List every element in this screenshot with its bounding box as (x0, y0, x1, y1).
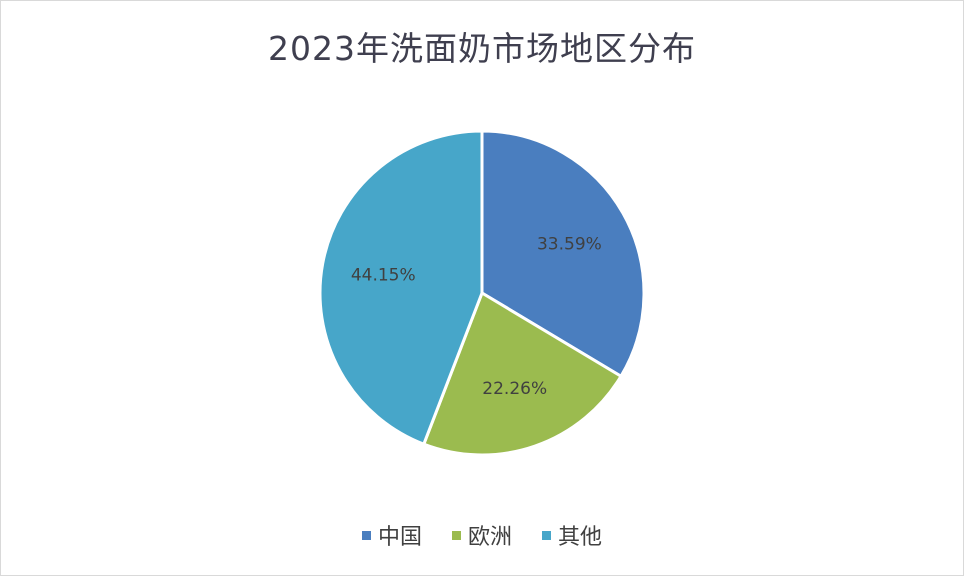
legend-item-europe: 欧洲 (451, 519, 512, 551)
data-label-other: 44.15% (351, 266, 416, 286)
legend-label-other: 其他 (558, 525, 603, 550)
data-label-china: 33.59% (537, 234, 602, 254)
legend: 中国 欧洲 其他 (0, 519, 964, 551)
legend-label-europe: 欧洲 (467, 525, 512, 550)
data-label-europe: 22.26% (482, 379, 547, 399)
legend-item-other: 其他 (542, 519, 602, 551)
chart-title: 2023年洗面奶市场地区分布 (268, 29, 696, 68)
legend-swatch-europe (451, 530, 461, 540)
legend-swatch-other (542, 530, 551, 540)
legend-item-china: 中国 (361, 519, 422, 551)
legend-swatch-china (361, 530, 371, 540)
pie-slice-china (480, 129, 646, 379)
pie-slice-europe (421, 290, 624, 457)
pie-slice-other (318, 129, 484, 447)
legend-label-china: 中国 (377, 525, 422, 550)
